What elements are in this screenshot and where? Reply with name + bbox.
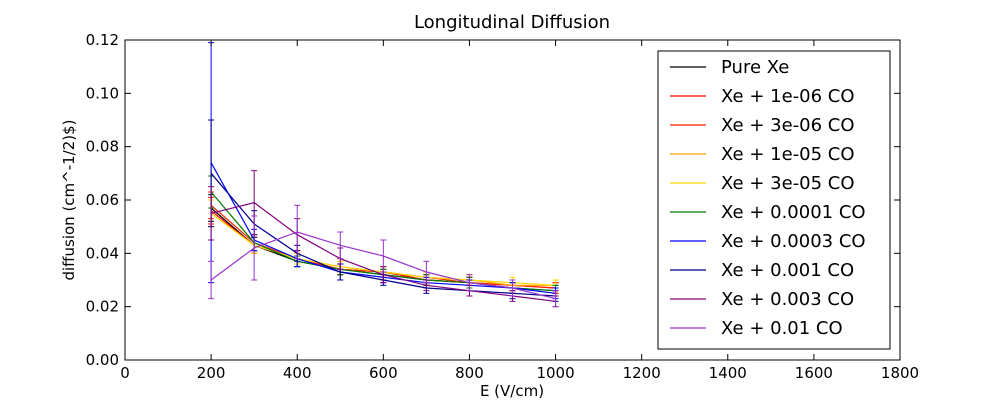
error-bar bbox=[208, 186, 215, 241]
legend-entry: Xe + 1e-05 CO bbox=[670, 144, 855, 165]
error-bar bbox=[380, 239, 387, 273]
error-bar bbox=[509, 279, 516, 297]
series-8 bbox=[208, 170, 559, 308]
chart-title: Longitudinal Diffusion bbox=[414, 12, 610, 33]
y-axis-label: diffusion (cm^-1/2)$) bbox=[60, 119, 78, 280]
legend-entry: Xe + 3e-05 CO bbox=[670, 173, 855, 194]
y-tick-label: 0.04 bbox=[86, 244, 119, 262]
legend-label: Pure Xe bbox=[721, 57, 789, 78]
legend-label: Xe + 0.001 CO bbox=[721, 260, 854, 281]
legend-entry: Xe + 0.0003 CO bbox=[670, 231, 866, 252]
legend-label: Xe + 0.0001 CO bbox=[721, 202, 866, 223]
error-bar bbox=[294, 204, 301, 260]
x-tick-label: 1000 bbox=[536, 364, 574, 382]
x-tick-label: 1400 bbox=[709, 364, 747, 382]
y-tick-label: 0.10 bbox=[86, 84, 119, 102]
x-tick-label: 400 bbox=[283, 364, 312, 382]
x-tick-label: 800 bbox=[455, 364, 484, 382]
legend-entry: Xe + 0.01 CO bbox=[670, 318, 843, 339]
legend-label: Xe + 1e-06 CO bbox=[721, 86, 855, 107]
legend-label: Xe + 3e-05 CO bbox=[721, 173, 855, 194]
error-bar bbox=[251, 215, 258, 281]
error-bar bbox=[208, 260, 215, 300]
x-tick-label: 200 bbox=[197, 364, 226, 382]
x-axis-label: E (V/cm) bbox=[480, 382, 544, 400]
x-tick-label: 1200 bbox=[623, 364, 661, 382]
y-tick-label: 0.06 bbox=[86, 191, 119, 209]
legend-entry: Xe + 0.0001 CO bbox=[670, 202, 866, 223]
legend-entry: Xe + 1e-06 CO bbox=[670, 86, 855, 107]
y-tick-label: 0.12 bbox=[86, 31, 119, 49]
legend-label: Xe + 1e-05 CO bbox=[721, 144, 855, 165]
y-tick-label: 0.08 bbox=[86, 138, 119, 156]
x-tick-label: 1600 bbox=[795, 364, 833, 382]
legend-label: Xe + 0.0003 CO bbox=[721, 231, 866, 252]
legend-label: Xe + 3e-06 CO bbox=[721, 115, 855, 136]
error-bar bbox=[466, 274, 473, 292]
legend-entry: Xe + 0.001 CO bbox=[670, 260, 854, 281]
legend-label: Xe + 0.01 CO bbox=[721, 318, 843, 339]
legend-entry: Xe + 0.003 CO bbox=[670, 289, 854, 310]
x-tick-label: 600 bbox=[369, 364, 398, 382]
legend-entry: Pure Xe bbox=[670, 57, 789, 78]
error-bar bbox=[337, 231, 344, 260]
legend: Pure Xe Xe + 1e-06 CO Xe + 3e-06 CO Xe + 1e… bbox=[657, 50, 891, 350]
y-tick-label: 0.00 bbox=[86, 351, 119, 369]
axes: 0 200 400 600 800 1000 1200 1400 1600 1800 0.00 0.0… bbox=[86, 31, 920, 382]
error-bar bbox=[423, 260, 430, 284]
plot-area bbox=[208, 42, 559, 308]
series-9 bbox=[208, 204, 559, 308]
legend-label: Xe + 0.003 CO bbox=[721, 289, 854, 310]
y-tick-label: 0.02 bbox=[86, 298, 119, 316]
error-bar bbox=[552, 290, 559, 308]
legend-entry: Xe + 3e-06 CO bbox=[670, 115, 855, 136]
x-tick-label: 0 bbox=[120, 364, 130, 382]
x-tick-label: 1800 bbox=[881, 364, 919, 382]
